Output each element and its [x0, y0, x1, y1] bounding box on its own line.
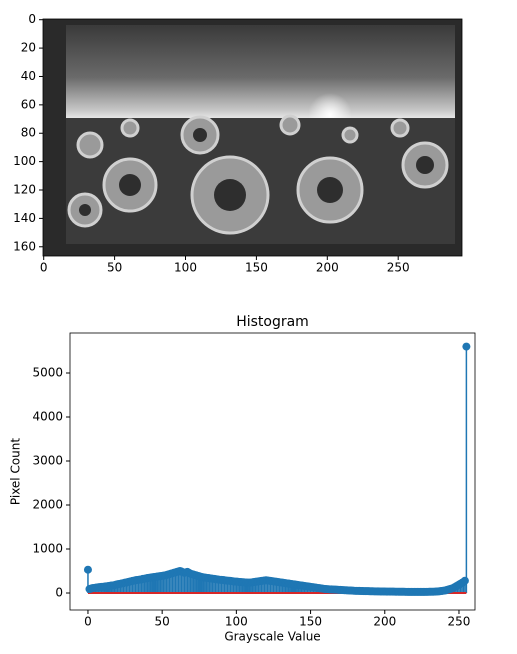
x-tick-label: 0 — [40, 261, 48, 275]
axes-frame — [69, 332, 476, 611]
y-tick-label: 120 — [13, 183, 36, 197]
y-tick-label: 60 — [21, 97, 36, 111]
y-tick-label: 2000 — [32, 498, 63, 512]
photo — [43, 19, 462, 256]
marker — [460, 576, 469, 585]
y-tick-label: 0 — [28, 12, 36, 26]
x-tick-label: 50 — [107, 261, 122, 275]
y-tick-label: 140 — [13, 211, 36, 225]
x-axis-label: Grayscale Value — [224, 630, 320, 644]
y-tick-label: 3000 — [32, 454, 63, 468]
y-tick-label: 5000 — [32, 365, 63, 379]
x-tick-label: 150 — [299, 615, 322, 629]
y-tick-label: 20 — [21, 41, 36, 55]
axes-frame — [42, 18, 463, 257]
x-tick-label: 50 — [155, 615, 170, 629]
marker — [462, 342, 471, 351]
y-tick-label: 80 — [21, 126, 36, 140]
x-tick-label: 100 — [174, 261, 197, 275]
y-tick-label: 4000 — [32, 410, 63, 424]
y-tick-label: 40 — [21, 69, 36, 83]
x-tick-label: 250 — [387, 261, 410, 275]
x-tick-label: 250 — [448, 615, 471, 629]
y-axis-label: Pixel Count — [9, 438, 23, 506]
y-tick-label: 100 — [13, 154, 36, 168]
marker — [83, 565, 92, 574]
x-tick-label: 200 — [316, 261, 339, 275]
y-tick-label: 160 — [13, 239, 36, 253]
y-tick-label: 1000 — [32, 542, 63, 556]
x-tick-label: 100 — [225, 615, 248, 629]
chart-title: Histogram — [236, 314, 309, 330]
y-tick-label: 0 — [55, 586, 63, 600]
x-tick-label: 200 — [373, 615, 396, 629]
x-tick-label: 0 — [84, 615, 92, 629]
x-tick-label: 150 — [245, 261, 268, 275]
